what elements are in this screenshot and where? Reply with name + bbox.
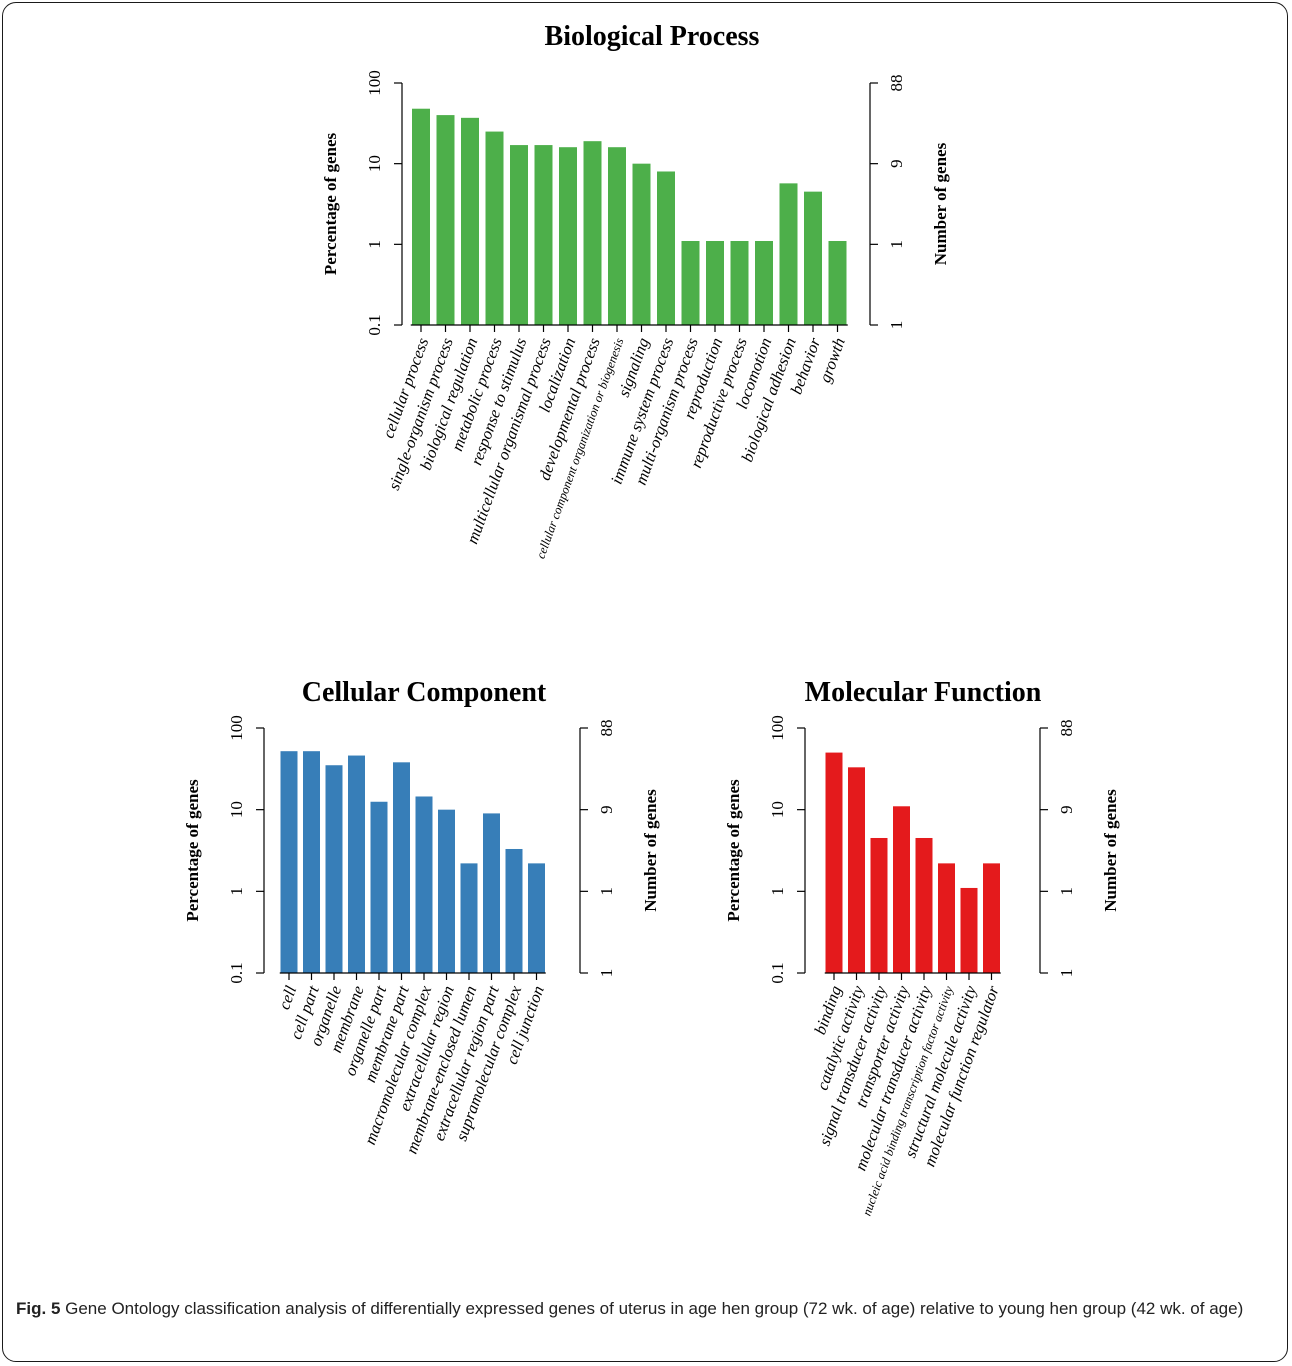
y-tick-label-right: 1 <box>1057 887 1076 896</box>
y-tick-label-right: 1 <box>597 887 616 896</box>
y-tick-label-right: 1 <box>597 969 616 978</box>
bar-membrane <box>348 755 365 973</box>
bar-cellular-component-organization-or-biogenesis <box>608 147 626 325</box>
bar-multicellular-organismal-process <box>534 145 553 325</box>
bar-extracellular-region <box>438 809 455 973</box>
bar-membrane-enclosed-lumen <box>460 863 478 973</box>
y-tick-label-right: 1 <box>1057 969 1076 978</box>
bar-extracellular-region-part <box>483 813 500 973</box>
bar-nucleic-acid-binding-transcription-factor-activity <box>938 863 955 973</box>
chart-title: Biological Process <box>545 21 760 52</box>
bar-locomotion <box>755 240 773 325</box>
y-tick-label-left: 10 <box>227 801 246 818</box>
figure-caption: Fig. 5 Gene Ontology classification anal… <box>16 1296 1266 1321</box>
bar-cell-junction <box>528 863 545 973</box>
bar-multi-organism-process <box>681 240 700 325</box>
bar-biological-adhesion <box>779 183 798 325</box>
bar-reproduction <box>706 240 724 325</box>
y-axis-label-right: Number of genes <box>1101 789 1120 912</box>
bar-developmental-process <box>583 141 602 325</box>
chart-title: Cellular Component <box>302 677 547 708</box>
bar-macromolecular-complex <box>415 796 433 973</box>
caption-text: Gene Ontology classification analysis of… <box>60 1299 1244 1318</box>
bar-response-to-stimulus <box>510 145 528 325</box>
y-tick-label-left: 1 <box>365 240 384 249</box>
bar-signal-transducer-activity <box>870 837 888 973</box>
y-tick-label-left: 100 <box>768 715 787 741</box>
y-axis-label-left: Percentage of genes <box>321 132 340 275</box>
y-tick-label-left: 0.1 <box>227 962 246 983</box>
figure: Biological Process 0.1 1 10 100 Percentage of… <box>183 21 1120 1218</box>
bar-cell <box>280 751 298 973</box>
chart-title: Molecular Function <box>805 677 1042 708</box>
bar-metabolic-process <box>485 131 504 325</box>
bar-organelle <box>325 765 343 973</box>
bar-single-organism-process <box>436 115 455 325</box>
bar-localization <box>559 147 577 325</box>
y-tick-label-left: 0.1 <box>768 962 787 983</box>
bar-signaling <box>632 163 651 325</box>
y-axis-label-right: Number of genes <box>641 789 660 912</box>
y-axis-label-right: Number of genes <box>931 142 950 265</box>
chart-molecular-function: Molecular Function 0.1 1 10 100 Percentage of… <box>724 677 1120 1218</box>
bar-binding <box>825 752 843 973</box>
y-tick-label-right: 88 <box>1057 720 1076 737</box>
y-tick-label-left: 10 <box>365 155 384 172</box>
y-tick-label-left: 1 <box>227 887 246 896</box>
y-tick-label-right: 88 <box>597 720 616 737</box>
bar-reproductive-process <box>730 240 749 325</box>
bar-cell-part <box>303 751 320 973</box>
y-axis-label-left: Percentage of genes <box>183 779 202 922</box>
bar-immune-system-process <box>657 171 675 325</box>
y-tick-label-right: 9 <box>1057 805 1076 814</box>
y-tick-label-right: 9 <box>887 159 906 168</box>
bar-membrane-part <box>393 762 410 973</box>
bar-organelle-part <box>370 801 388 973</box>
chart-biological-process: Biological Process 0.1 1 10 100 Percentage of… <box>321 21 950 560</box>
y-tick-label-left: 1 <box>768 887 787 896</box>
y-tick-label-left: 0.1 <box>365 314 384 335</box>
bar-biological-regulation <box>461 117 479 325</box>
y-tick-label-left: 100 <box>227 715 246 741</box>
y-tick-label-right: 88 <box>887 75 906 92</box>
y-tick-label-left: 100 <box>365 70 384 96</box>
y-axis-label-left: Percentage of genes <box>724 779 743 922</box>
y-tick-label-right: 9 <box>597 805 616 814</box>
bar-structural-molecule-activity <box>960 887 978 973</box>
bar-supramolecular-complex <box>505 848 523 973</box>
bar-cellular-process <box>412 108 430 326</box>
bar-transporter-activity <box>893 806 910 973</box>
y-tick-label-right: 1 <box>887 240 906 249</box>
caption-label: Fig. 5 <box>16 1299 61 1318</box>
chart-cellular-component: Cellular Component 0.1 1 10 100 Percentage of… <box>183 677 660 1156</box>
bar-catalytic-activity <box>848 767 865 973</box>
bar-growth <box>828 240 847 325</box>
y-tick-label-right: 1 <box>887 321 906 330</box>
y-tick-label-left: 10 <box>768 801 787 818</box>
bar-molecular-transducer-activity <box>915 837 933 973</box>
bar-behavior <box>804 191 822 325</box>
bar-molecular-function-regulator <box>983 863 1000 973</box>
